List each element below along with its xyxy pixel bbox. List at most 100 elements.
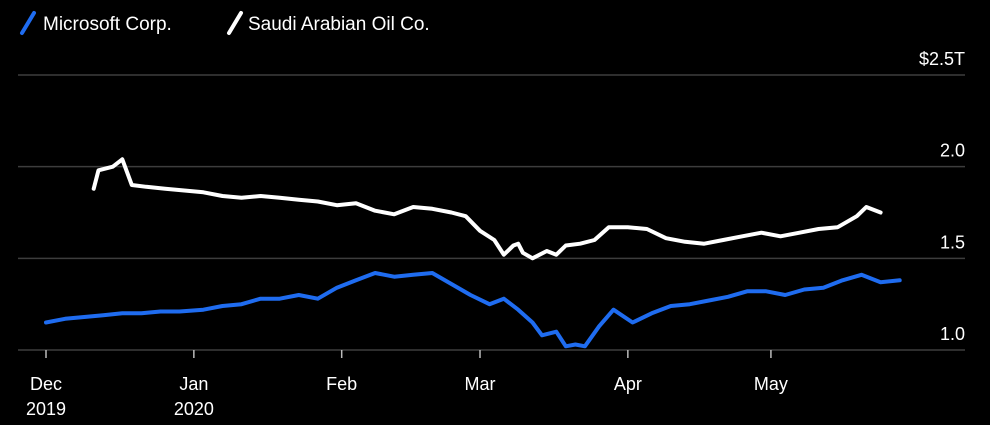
data-point-1-29 xyxy=(531,257,534,260)
data-point-0-10 xyxy=(240,303,243,306)
x-tick-sublabel-0: 2019 xyxy=(26,399,66,419)
data-point-0-19 xyxy=(412,273,415,276)
data-point-0-24 xyxy=(502,297,505,300)
data-point-0-0 xyxy=(44,321,48,324)
y-tick-label-3: 1.0 xyxy=(940,324,965,344)
data-point-1-35 xyxy=(607,226,610,229)
data-point-1-4 xyxy=(130,183,133,187)
data-point-0-37 xyxy=(688,303,691,306)
data-point-1-11 xyxy=(259,194,262,198)
data-point-0-38 xyxy=(707,299,711,302)
data-point-1-3 xyxy=(121,158,124,161)
data-point-1-15 xyxy=(335,204,339,207)
data-point-1-37 xyxy=(645,227,649,231)
data-point-0-27 xyxy=(540,334,544,337)
data-point-1-31 xyxy=(555,253,558,256)
data-point-1-45 xyxy=(798,231,801,234)
x-axis: Dec 2019 Jan 2020 Feb Mar Apr May xyxy=(26,350,788,419)
data-point-1-23 xyxy=(478,229,482,232)
y-tick-label-2: 1.5 xyxy=(940,232,965,252)
data-point-1-27 xyxy=(517,242,520,245)
series-layer xyxy=(44,157,902,349)
data-point-1-40 xyxy=(703,242,706,245)
data-point-1-28 xyxy=(521,251,525,254)
data-point-1-24 xyxy=(493,238,496,242)
data-point-0-48 xyxy=(898,279,901,282)
series-line-0 xyxy=(44,271,902,349)
data-point-0-18 xyxy=(393,275,396,278)
data-point-0-26 xyxy=(531,321,534,324)
data-point-0-29 xyxy=(564,345,567,348)
data-point-1-34 xyxy=(593,238,596,242)
data-point-1-36 xyxy=(626,226,629,229)
data-point-0-33 xyxy=(612,308,615,311)
legend-label-microsoft: Microsoft Corp. xyxy=(43,14,172,35)
data-point-0-35 xyxy=(650,312,653,315)
data-point-1-22 xyxy=(464,215,467,218)
data-point-1-0 xyxy=(92,187,95,190)
x-tick-label-3: Mar xyxy=(465,374,496,394)
data-point-1-47 xyxy=(836,226,839,229)
data-point-1-38 xyxy=(664,237,668,240)
data-point-0-22 xyxy=(469,293,472,297)
data-point-1-48 xyxy=(855,215,858,218)
data-point-1-41 xyxy=(722,238,725,242)
x-tick-label-4: Apr xyxy=(614,374,642,394)
data-point-0-7 xyxy=(178,310,181,313)
data-point-1-49 xyxy=(865,205,868,209)
data-point-0-12 xyxy=(278,297,281,300)
data-point-1-46 xyxy=(817,227,820,231)
data-point-1-25 xyxy=(502,253,505,256)
legend-swatch-microsoft xyxy=(20,11,36,35)
x-tick-label-2: Feb xyxy=(326,374,357,394)
data-point-0-39 xyxy=(726,295,730,298)
data-point-1-14 xyxy=(316,200,319,203)
series-line-1 xyxy=(91,157,883,261)
data-point-0-11 xyxy=(259,297,262,300)
data-point-1-26 xyxy=(512,244,515,247)
data-point-0-4 xyxy=(121,312,124,315)
data-point-0-31 xyxy=(583,345,587,348)
data-point-0-6 xyxy=(159,310,162,313)
data-point-0-23 xyxy=(488,303,491,306)
data-point-0-25 xyxy=(517,308,520,311)
legend-item-saudi-aramco: Saudi Arabian Oil Co. xyxy=(227,11,430,35)
data-point-1-13 xyxy=(297,198,300,201)
data-point-1-42 xyxy=(741,235,744,238)
data-point-1-5 xyxy=(145,185,148,188)
data-point-0-40 xyxy=(745,290,749,293)
legend-swatch-saudi-aramco xyxy=(227,11,243,35)
data-point-0-16 xyxy=(354,279,358,282)
data-point-1-30 xyxy=(545,249,548,253)
legend: Microsoft Corp. Saudi Arabian Oil Co. xyxy=(20,11,430,35)
gridlines xyxy=(18,74,965,351)
data-point-0-13 xyxy=(297,293,300,297)
data-point-1-10 xyxy=(240,196,243,199)
y-axis-labels: $2.5T 2.0 1.5 1.0 xyxy=(919,49,965,344)
data-point-0-44 xyxy=(822,286,825,289)
data-point-0-14 xyxy=(316,297,319,300)
data-point-1-9 xyxy=(221,194,224,198)
data-point-0-2 xyxy=(83,315,86,319)
data-point-1-39 xyxy=(683,240,687,243)
data-point-1-1 xyxy=(97,169,100,172)
data-point-1-44 xyxy=(779,235,782,238)
data-point-1-8 xyxy=(202,191,205,194)
data-point-0-41 xyxy=(765,290,768,293)
data-point-1-32 xyxy=(564,244,567,247)
x-tick-label-1: Jan xyxy=(179,374,208,394)
data-point-0-3 xyxy=(102,314,105,317)
data-point-0-47 xyxy=(879,281,882,284)
data-point-1-16 xyxy=(354,202,358,205)
data-point-0-21 xyxy=(450,282,453,286)
data-point-0-42 xyxy=(784,293,787,297)
data-point-1-43 xyxy=(760,231,763,234)
data-point-1-2 xyxy=(111,165,115,168)
data-point-0-34 xyxy=(631,321,634,324)
legend-label-saudi-aramco: Saudi Arabian Oil Co. xyxy=(248,14,430,35)
data-point-0-43 xyxy=(803,288,806,291)
data-point-0-46 xyxy=(860,273,863,276)
data-point-1-33 xyxy=(579,242,582,245)
